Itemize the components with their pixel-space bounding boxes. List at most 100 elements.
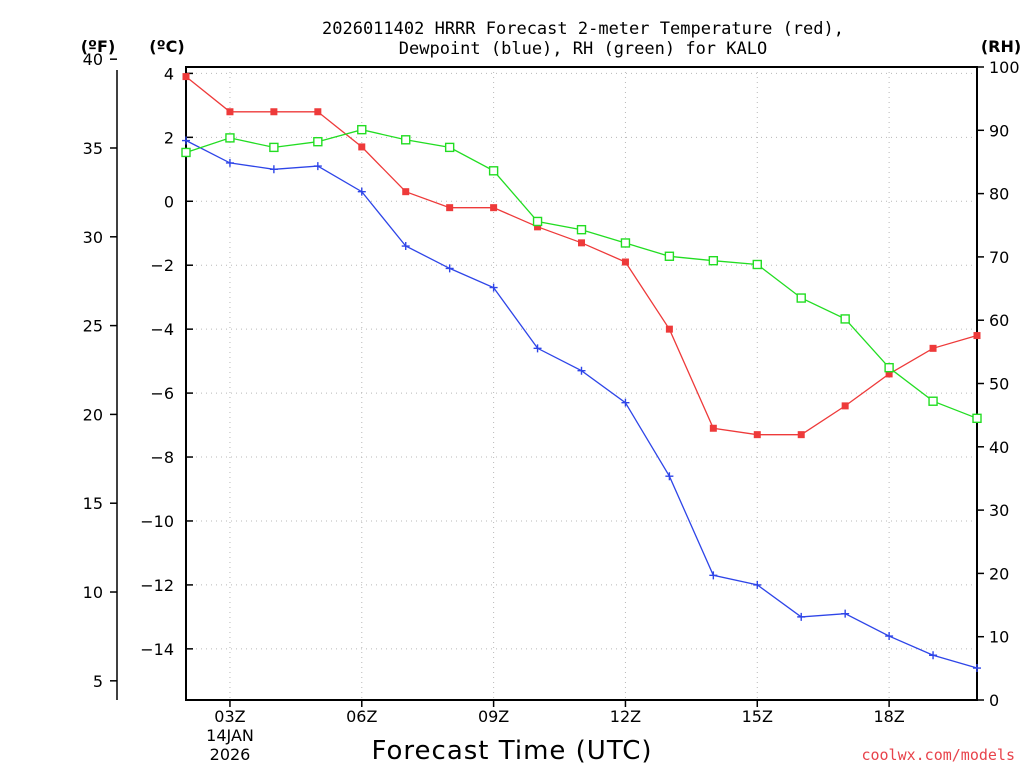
plot-frame — [185, 66, 978, 701]
dewpoint-point — [665, 472, 674, 481]
rh-tick-label: 100 — [989, 58, 1020, 77]
temperature-point — [753, 431, 761, 439]
chart-title-line1: 2026011402 HRRR Forecast 2-meter Tempera… — [322, 19, 844, 39]
rh-point — [488, 166, 499, 176]
rh-point — [401, 135, 411, 145]
dewpoint-point — [357, 187, 366, 196]
rh-point — [313, 136, 323, 147]
rh-tick-label: 80 — [989, 185, 1009, 204]
celsius-axis: 4 2 0 −2 −4 −6 −8 −10 −12 −14 — [140, 64, 193, 659]
temperature-point — [929, 344, 937, 352]
celsius-tick-label: 0 — [164, 192, 174, 211]
dewpoint-point — [577, 366, 586, 375]
temperature-line — [185, 76, 978, 436]
temperature-point — [578, 239, 585, 247]
celsius-tick-label: −2 — [150, 256, 174, 275]
temperature-point — [841, 402, 849, 410]
credit-label: coolwx.com/models — [861, 746, 1015, 764]
dewpoint-point — [797, 612, 806, 621]
dewpoint-point — [313, 162, 322, 171]
dewpoint-point — [445, 264, 454, 273]
celsius-tick-label: −4 — [150, 320, 174, 339]
dewpoint-point — [533, 344, 542, 353]
rh-point — [620, 238, 631, 248]
temperature-point — [490, 204, 498, 212]
dewpoint-point — [885, 632, 894, 641]
x-date-label-line2: 2026 — [210, 745, 251, 764]
rh-point — [708, 255, 719, 266]
rh-tick-label: 60 — [989, 311, 1009, 330]
rh-point — [664, 251, 675, 261]
temperature-point — [973, 332, 981, 340]
temperature-series — [182, 73, 981, 439]
fahrenheit-tick-label: 25 — [83, 317, 103, 336]
celsius-unit-label: (ºC) — [149, 37, 184, 56]
rh-tick-label: 40 — [989, 438, 1009, 457]
x-axis: 03Z 06Z 09Z 12Z 15Z 18Z — [214, 700, 905, 726]
celsius-tick-label: −12 — [140, 576, 174, 595]
rh-point — [972, 413, 982, 424]
gridlines — [186, 67, 977, 700]
rh-tick-label: 10 — [989, 628, 1009, 647]
celsius-tick-label: −8 — [150, 448, 174, 467]
rh-tick-label: 20 — [989, 564, 1009, 583]
dewpoint-point — [621, 398, 630, 407]
x-tick-label: 06Z — [346, 707, 377, 726]
fahrenheit-unit-label: (ºF) — [81, 37, 116, 56]
dewpoint-point — [225, 158, 234, 167]
dewpoint-point — [841, 609, 850, 618]
fahrenheit-tick-label: 35 — [83, 139, 103, 158]
rh-point — [532, 216, 543, 227]
rh-point — [928, 396, 938, 406]
rh-unit-label: (RH) — [981, 37, 1021, 56]
temperature-point — [182, 73, 190, 81]
x-date-label-line1: 14JAN — [206, 726, 254, 745]
celsius-tick-label: 2 — [164, 128, 174, 147]
x-tick-label: 09Z — [478, 707, 509, 726]
dewpoint-point — [401, 242, 410, 251]
dewpoint-point — [182, 136, 190, 145]
temperature-point — [797, 431, 805, 439]
dewpoint-point — [269, 165, 278, 174]
rh-point — [884, 362, 894, 373]
rh-tick-label: 70 — [989, 248, 1009, 267]
rh-tick-label: 50 — [989, 375, 1009, 394]
temperature-point — [885, 370, 893, 378]
celsius-tick-label: −6 — [150, 384, 174, 403]
dewpoint-point — [709, 571, 718, 580]
rh-tick-label: 90 — [989, 121, 1009, 140]
temperature-point — [665, 325, 673, 333]
x-axis-title: Forecast Time (UTC) — [371, 736, 652, 766]
celsius-tick-label: −14 — [140, 640, 174, 659]
fahrenheit-tick-label: 20 — [83, 405, 103, 424]
temperature-point — [226, 108, 234, 116]
dewpoint-point — [753, 580, 762, 589]
x-tick-label: 15Z — [742, 707, 773, 726]
temperature-point — [709, 424, 717, 432]
temperature-point — [314, 108, 322, 116]
temperature-point — [446, 204, 454, 212]
x-tick-label: 12Z — [610, 707, 641, 726]
temperature-point — [621, 258, 629, 266]
fahrenheit-tick-label: 15 — [83, 494, 103, 513]
fahrenheit-tick-label: 10 — [83, 583, 103, 602]
x-tick-label: 03Z — [214, 707, 245, 726]
rh-line — [185, 129, 978, 419]
fahrenheit-tick-label: 30 — [83, 228, 103, 247]
dewpoint-point — [973, 664, 981, 673]
rh-point — [840, 314, 850, 324]
fahrenheit-tick-label: 5 — [93, 672, 103, 691]
rh-point — [269, 142, 279, 153]
rh-tick-label: 0 — [989, 691, 999, 710]
rh-point — [357, 124, 367, 135]
celsius-tick-label: 4 — [164, 64, 174, 83]
fahrenheit-axis: 40 35 30 25 20 15 10 5 — [83, 50, 117, 691]
rh-point — [444, 142, 455, 153]
rh-point — [796, 293, 806, 303]
rh-series — [181, 124, 982, 424]
x-tick-label: 18Z — [873, 707, 904, 726]
dewpoint-series — [182, 136, 981, 673]
temperature-point — [358, 143, 366, 151]
